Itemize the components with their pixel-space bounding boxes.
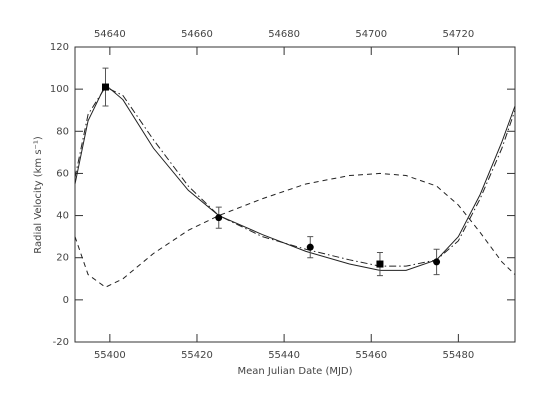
x-axis-label: Mean Julian Date (MJD)	[237, 366, 352, 377]
x2-tick-label: 54660	[181, 29, 213, 40]
x-tick-label: 55460	[355, 350, 387, 361]
x2-tick-label: 54640	[94, 29, 126, 40]
x-tick-label: 55400	[94, 350, 126, 361]
model-curve	[74, 172, 516, 288]
y-tick-label: -20	[53, 337, 69, 348]
x2-tick-label: 54700	[355, 29, 387, 40]
y-tick-label: 20	[56, 253, 69, 264]
data-point	[101, 83, 109, 91]
data-point	[376, 260, 384, 268]
y-tick-label: 80	[56, 126, 69, 137]
x2-tick-label: 54720	[442, 29, 474, 40]
plot-frame	[74, 46, 516, 343]
y-tick-label: 40	[56, 211, 69, 222]
y-tick-label: 60	[56, 168, 69, 179]
model-curve	[74, 86, 516, 267]
x-tick-label: 55440	[268, 350, 300, 361]
model-curve	[74, 84, 516, 271]
data-point	[215, 214, 223, 222]
x-tick-label: 55420	[181, 350, 213, 361]
y-axis-label: Radial Velocity (km s⁻¹)	[33, 136, 44, 254]
y-tick-label: 100	[50, 84, 69, 95]
x-tick-label: 55480	[442, 350, 474, 361]
data-point	[433, 258, 441, 266]
y-tick-label: 120	[50, 42, 69, 53]
y-tick-label: 0	[63, 295, 69, 306]
data-point	[306, 243, 314, 251]
x2-tick-label: 54680	[268, 29, 300, 40]
